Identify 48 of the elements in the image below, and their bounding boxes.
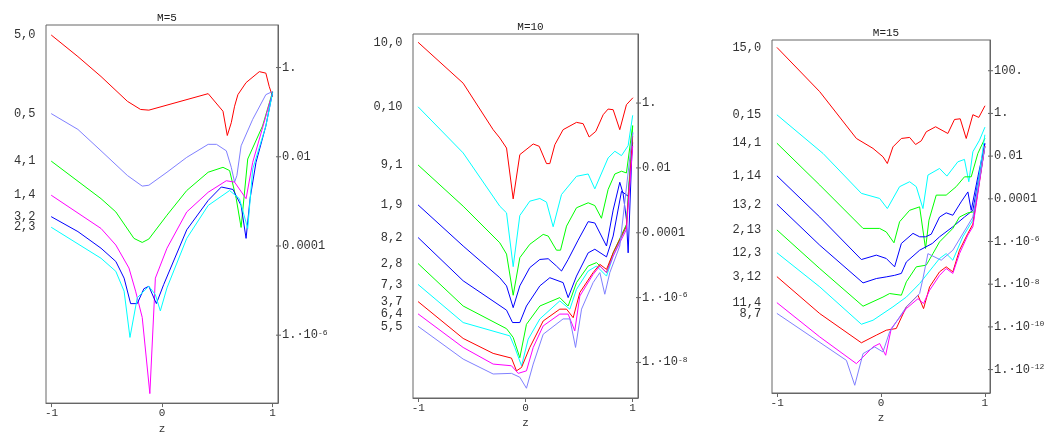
x-tick-label: 1	[629, 401, 637, 414]
series-label: 14,1	[732, 136, 762, 151]
series-label: 2,8	[380, 256, 403, 271]
series-label: 0,10	[373, 100, 403, 115]
series-label: 3,12	[732, 269, 762, 284]
series-label: 13,2	[732, 197, 762, 212]
x-tick-label: 1	[981, 396, 989, 409]
x-axis-title: z	[158, 422, 166, 435]
series-label: 5,0	[13, 28, 36, 43]
y-tick-label: 1.	[994, 106, 1009, 121]
x-axis-title: z	[522, 417, 529, 430]
x-tick-label: -1	[411, 401, 426, 414]
chart-title: M=10	[517, 20, 544, 33]
y-tick-label: 0.01	[642, 160, 671, 175]
series-label: 9,1	[380, 158, 403, 173]
x-axis-title: z	[877, 412, 885, 425]
series-label: 5,5	[380, 319, 403, 334]
series-label: 15,0	[732, 40, 762, 55]
chart-title: M=15	[872, 26, 900, 39]
series-label: 3,7	[380, 294, 403, 309]
series-label: 0,5	[13, 106, 36, 121]
series-label: 8,2	[380, 230, 403, 245]
series-label: 2,13	[732, 223, 762, 238]
chart-title: M=5	[157, 11, 177, 24]
y-tick-label: 1.	[282, 60, 297, 75]
series-label: 2,3	[13, 220, 36, 235]
y-tick-label: 0.01	[994, 149, 1023, 164]
x-tick-label: 0	[522, 401, 529, 414]
series-label: 6,4	[380, 307, 403, 322]
series-label: 0,15	[732, 108, 762, 123]
y-tick-label: 100.	[994, 63, 1023, 78]
y-tick-label: 0.0001	[994, 191, 1038, 206]
series-label: 1,14	[732, 169, 762, 184]
series-label: 12,3	[732, 245, 762, 260]
y-tick-label: 0.0001	[642, 225, 686, 240]
series-label: 1,4	[13, 188, 36, 203]
series-label: 7,3	[380, 277, 403, 292]
series-label: 1,9	[380, 198, 403, 213]
y-tick-label: 0.01	[282, 149, 311, 164]
y-tick-label: 0.0001	[282, 238, 326, 253]
x-tick-label: 0	[877, 396, 885, 409]
series-label: 4,1	[13, 154, 36, 169]
y-tick-label: 1.	[642, 96, 657, 111]
series-label: 10,0	[373, 35, 403, 50]
x-tick-label: -1	[770, 396, 785, 409]
x-tick-label: 0	[158, 406, 166, 419]
x-tick-label: 1	[269, 406, 277, 419]
x-tick-label: -1	[44, 406, 59, 419]
